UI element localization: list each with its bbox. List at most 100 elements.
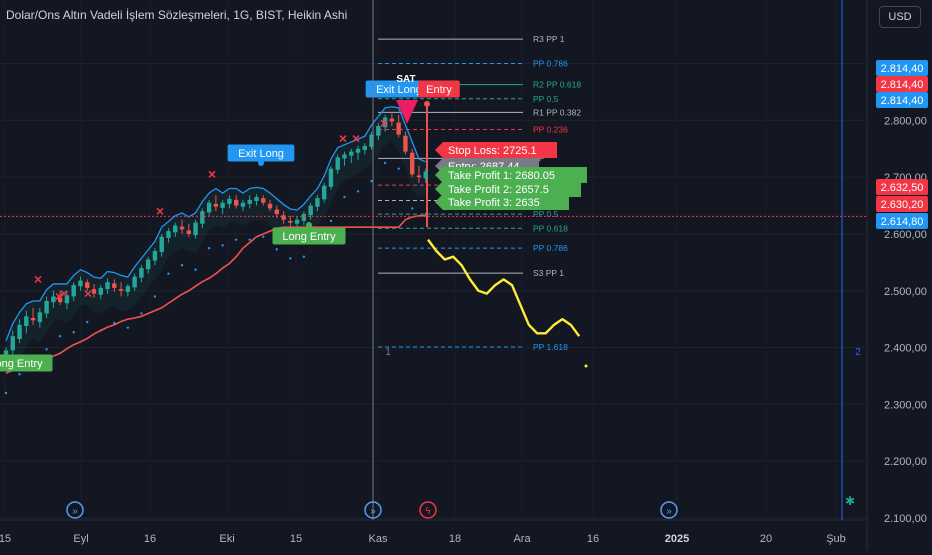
signal-cross xyxy=(84,290,92,298)
x-tick-label: 15 xyxy=(290,533,302,545)
candle-body xyxy=(254,197,259,202)
long-entry-label-box xyxy=(272,227,346,245)
x-tick-label: 15 xyxy=(0,533,11,545)
price-badge-box xyxy=(876,179,928,195)
exit-long-label: Exit Long xyxy=(227,144,295,162)
signal-cross xyxy=(208,170,216,178)
price-badge-box xyxy=(876,213,928,229)
y-tick-label: 2.500,00 xyxy=(884,286,927,298)
sell-triangle xyxy=(396,100,418,124)
lower-band-dot xyxy=(167,272,170,275)
signal-cross xyxy=(55,292,63,300)
price-badge-box xyxy=(876,60,928,76)
price-badge: 2.814,40 xyxy=(876,60,928,76)
lower-band-dot xyxy=(18,373,21,376)
candle-body xyxy=(112,283,117,288)
replay-icon: » xyxy=(364,501,382,519)
lower-band-dot xyxy=(329,219,333,223)
candle-body xyxy=(152,251,158,261)
pivot-label: PP 0.786 xyxy=(533,243,568,253)
lower-band-dot xyxy=(86,320,89,324)
candle-body xyxy=(44,300,49,314)
lower-band-dot xyxy=(45,348,48,351)
lower-band-dot xyxy=(140,312,143,315)
candle-body xyxy=(139,268,144,278)
pivot-label: PP 0.5 xyxy=(533,94,559,104)
candle-body xyxy=(91,289,97,294)
exit-long-label-box xyxy=(365,80,433,98)
long-entry-label: Long Entry xyxy=(272,227,346,245)
replay-icon-ring xyxy=(66,501,84,519)
lower-band-dot xyxy=(207,246,211,250)
x-tick-label: 16 xyxy=(587,533,599,545)
trade-label-stop: Stop Loss: 2725.1 xyxy=(435,142,557,158)
replay-icon-ring xyxy=(364,501,382,519)
currency-button[interactable]: USD xyxy=(879,6,921,28)
lower-band-dot xyxy=(370,179,373,183)
signal-cross xyxy=(380,119,388,127)
x-tick-label: 18 xyxy=(449,533,461,545)
trade-label-tp: Take Profit 3: 2635 xyxy=(435,194,569,210)
candle-body xyxy=(193,222,198,236)
lower-band-dot xyxy=(275,248,278,251)
candle-body xyxy=(118,289,124,291)
pivot-label: R3 PP 1 xyxy=(533,34,565,44)
lower-band-dot xyxy=(4,391,8,395)
x-tick-label: Eyl xyxy=(73,533,88,545)
candle-body xyxy=(261,198,266,203)
trade-label-box xyxy=(435,194,569,210)
candle-body xyxy=(105,282,110,290)
signal-cross xyxy=(352,135,360,143)
candle-body xyxy=(17,324,22,340)
chart-title: Dolar/Ons Altın Vadeli İşlem Sözleşmeler… xyxy=(6,8,348,22)
event-icon: ✱ xyxy=(845,494,855,508)
candle-body xyxy=(423,171,428,179)
session-marker: 2 xyxy=(855,347,861,358)
candle-body xyxy=(281,215,286,220)
trade-label-text: Take Profit 3: 2635 xyxy=(448,197,540,209)
candle-body xyxy=(179,226,185,230)
replay-icon-glyph: » xyxy=(666,506,672,517)
long-entry-label-text: Long Entry xyxy=(0,358,43,370)
signal-cross xyxy=(60,290,68,298)
pivot-label: PP 0.618 xyxy=(533,223,568,233)
candle-body xyxy=(335,157,340,170)
candle-body xyxy=(51,296,56,303)
price-badge-box xyxy=(876,196,928,212)
trade-label-tp: Take Profit 2: 2657.5 xyxy=(435,181,581,197)
candle-body xyxy=(274,209,279,215)
short-entry-label-text: Entry xyxy=(426,84,452,96)
replay-icon-ring xyxy=(660,501,678,519)
lower-band-dot xyxy=(289,257,292,260)
candle-body xyxy=(132,276,137,288)
lower-band-dot xyxy=(126,326,130,329)
price-badge: 2.632,50 xyxy=(876,179,928,195)
lower-band-dot xyxy=(262,235,265,238)
session-marker: 1 xyxy=(385,347,391,358)
pivot-label: R2 PP 0.618 xyxy=(533,80,581,90)
candle-body xyxy=(288,220,293,223)
candle-body xyxy=(376,126,381,136)
grid xyxy=(0,63,867,519)
x-tick-label: Eki xyxy=(219,533,234,545)
candle-body xyxy=(416,175,422,178)
candle-body xyxy=(342,154,347,159)
candle-body xyxy=(355,148,361,153)
exit-long-label-box xyxy=(227,144,295,162)
short-entry-dot xyxy=(424,100,430,107)
candle-body xyxy=(166,231,171,238)
trade-label-box xyxy=(435,167,587,183)
lower-band-dot xyxy=(72,331,75,334)
lower-band-dot xyxy=(343,195,346,199)
replay-icon-glyph: » xyxy=(370,506,376,517)
x-tick-label: 20 xyxy=(760,533,772,545)
long-entry-label: Long Entry xyxy=(0,354,53,372)
price-badge-text: 2.814,40 xyxy=(881,95,924,107)
lower-band-dot xyxy=(411,207,414,210)
lower-band-dot xyxy=(221,244,224,247)
trade-label-text: Stop Loss: 2725.1 xyxy=(448,145,537,157)
